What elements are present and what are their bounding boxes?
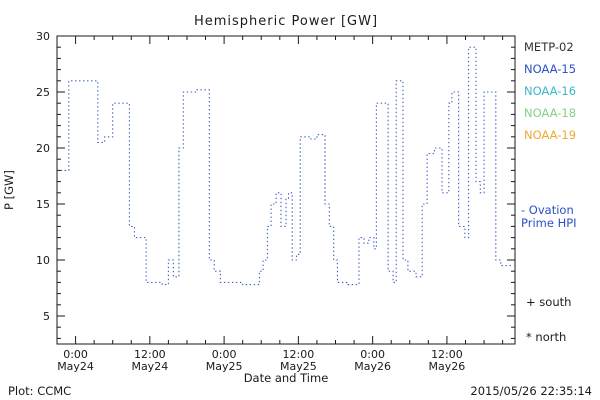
tick-labels: 0:00May2412:00May240:00May2512:00May250:… (36, 30, 465, 373)
svg-text:15: 15 (36, 198, 50, 211)
svg-text:May26: May26 (429, 360, 466, 373)
legend-item-noaa-18: NOAA-18 (524, 106, 577, 120)
svg-text:5: 5 (43, 310, 50, 323)
legend-item-noaa-16: NOAA-16 (524, 84, 577, 98)
svg-text:May26: May26 (354, 360, 391, 373)
ovation-prime-hpi-step-line (60, 46, 512, 286)
axis-ticks (56, 35, 515, 344)
x-axis-label: Date and Time (243, 371, 329, 385)
svg-text:12:00: 12:00 (283, 348, 315, 361)
svg-text:12:00: 12:00 (431, 348, 463, 361)
svg-text:May24: May24 (57, 360, 94, 373)
legend-marker-north: * north (526, 330, 566, 344)
chart-title: Hemispheric Power [GW] (193, 14, 379, 29)
svg-text:0:00: 0:00 (360, 348, 385, 361)
plot-timestamp: 2015/05/26 22:35:14 (470, 384, 592, 398)
north-marker-label: north (535, 330, 567, 344)
plot-source-label: Plot: CCMC (8, 384, 72, 398)
svg-text:30: 30 (36, 30, 50, 43)
svg-text:10: 10 (36, 254, 50, 267)
svg-text:20: 20 (36, 142, 50, 155)
ovation-label-line2: Prime HPI (521, 216, 577, 230)
svg-text:0:00: 0:00 (63, 348, 88, 361)
svg-text:12:00: 12:00 (134, 348, 166, 361)
south-marker-symbol: + (526, 295, 536, 309)
plot-frame (56, 35, 516, 345)
svg-text:0:00: 0:00 (212, 348, 237, 361)
svg-text:May25: May25 (206, 360, 243, 373)
svg-text:May24: May24 (131, 360, 168, 373)
legend-item-metp-02: METP-02 (524, 40, 574, 54)
legend-ovation-prime-hpi: - Ovation Prime HPI (521, 204, 577, 230)
svg-text:25: 25 (36, 86, 50, 99)
south-marker-label: south (539, 295, 572, 309)
north-marker-symbol: * (526, 330, 532, 344)
ovation-label-line1: - Ovation (521, 203, 574, 217)
svg-text:May25: May25 (280, 360, 317, 373)
legend-item-noaa-15: NOAA-15 (524, 62, 577, 76)
legend-marker-south: + south (526, 295, 571, 309)
legend-item-noaa-19: NOAA-19 (524, 128, 577, 142)
